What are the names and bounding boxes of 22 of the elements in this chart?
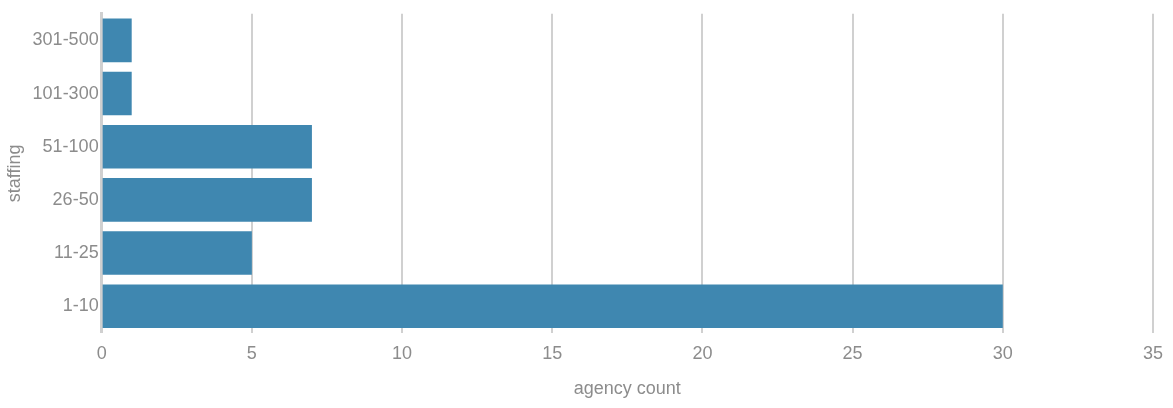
y-tick-label: 301-500 (32, 29, 99, 50)
y-tick-label: 26-50 (52, 188, 99, 209)
x-axis-title: agency count (573, 378, 681, 399)
x-tick-label: 5 (246, 342, 257, 363)
y-tick-label: 1-10 (62, 295, 99, 316)
x-tick-label: 25 (842, 342, 863, 363)
x-tick-label: 10 (392, 342, 413, 363)
bar (102, 178, 312, 222)
x-tick-label: 30 (992, 342, 1013, 363)
x-tick-label: 0 (96, 342, 107, 363)
x-tick-label: 20 (692, 342, 713, 363)
bar (102, 231, 252, 275)
bar (102, 124, 312, 169)
x-tick-label: 15 (542, 342, 563, 363)
y-axis-title: staffing (3, 144, 24, 203)
x-tick-label: 35 (1142, 342, 1163, 363)
bar (102, 284, 1003, 329)
bar (102, 71, 132, 116)
y-tick-label: 11-25 (53, 242, 99, 263)
bar (102, 18, 132, 63)
y-tick-label: 101-300 (32, 82, 99, 103)
y-tick-label: 51-100 (42, 135, 99, 156)
